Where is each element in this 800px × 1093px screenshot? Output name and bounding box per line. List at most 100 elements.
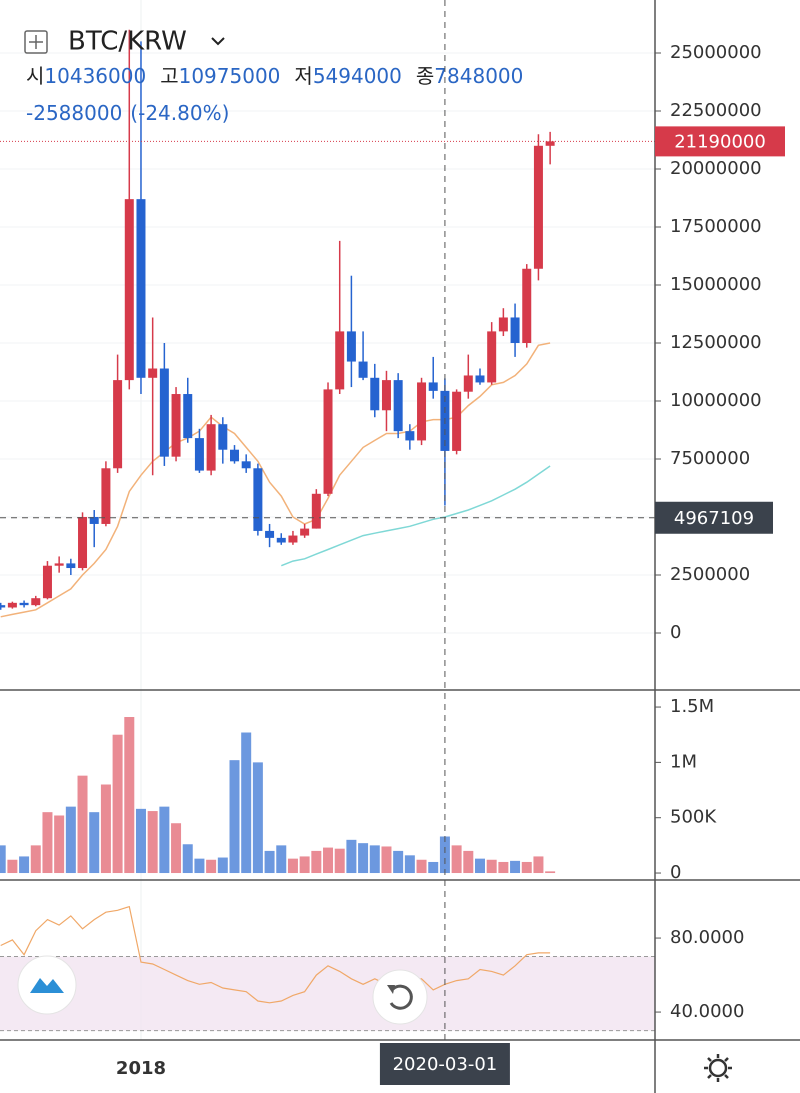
volume-bar (112, 734, 123, 874)
candle-body (230, 449, 239, 462)
last-price-label: 21190000 (674, 131, 766, 152)
candle-body (393, 380, 403, 432)
volume-bar (252, 762, 263, 874)
candle-body (206, 424, 216, 471)
volume-bar (77, 775, 88, 874)
crosshair-y-box (655, 501, 773, 534)
candle-body (124, 199, 134, 381)
settings-icon[interactable] (708, 1058, 728, 1078)
candle-body (101, 468, 111, 524)
candle-body (7, 602, 17, 608)
y-tick-label: 1M (670, 751, 697, 772)
volume-bar (474, 858, 485, 874)
volume-bar (30, 845, 41, 874)
volume-bar (451, 845, 462, 874)
volume-bar (346, 839, 357, 874)
y-tick-label: 12500000 (670, 332, 762, 353)
volume-bar (171, 823, 182, 874)
volume-bar (19, 856, 30, 874)
volume-bar (533, 856, 544, 874)
ohlc-label: 고 (160, 64, 178, 88)
crosshair-x-label: 2020-03-01 (393, 1054, 498, 1075)
symbol-title[interactable]: BTC/KRW (68, 27, 187, 57)
y-tick-label: 10000000 (670, 390, 762, 411)
volume-bar (100, 784, 111, 874)
candle-body (136, 199, 146, 378)
volume-bar (369, 845, 380, 874)
y-tick-label: 0 (670, 622, 681, 643)
candle-body (417, 382, 427, 441)
volume-bar (7, 859, 18, 874)
volume-bar (393, 850, 404, 874)
candle-body (405, 431, 415, 441)
candle-body (510, 317, 520, 343)
reset-button[interactable] (372, 969, 428, 1025)
rsi-band (0, 956, 655, 1031)
settings-icon-teeth (704, 1054, 732, 1082)
candle-body (66, 563, 76, 569)
candle-body (545, 141, 555, 146)
y-tick-label: 0 (670, 862, 681, 883)
volume-bar (416, 859, 427, 874)
volume-bar (323, 847, 334, 874)
candle-body (89, 516, 99, 524)
y-tick-label: 2500000 (670, 564, 750, 585)
volume-bar (276, 845, 287, 874)
dropdown-chevron[interactable] (211, 37, 225, 46)
volume-bar (159, 806, 170, 874)
app-button[interactable] (17, 955, 77, 1015)
candle-body (253, 468, 263, 531)
volume-bar (229, 760, 240, 874)
volume-bar (65, 806, 76, 874)
volume-bar (135, 808, 146, 874)
candle-body (311, 493, 321, 529)
volume-bar (498, 861, 509, 874)
last-price-box (655, 126, 785, 157)
volume-bar (358, 843, 369, 874)
ohlc-label: 종 (416, 64, 434, 88)
candle-body (0, 605, 6, 608)
volume-bar (521, 861, 532, 874)
volume-bar (381, 846, 392, 874)
y-tick-label: 1.5M (670, 696, 714, 717)
candle-body (428, 382, 438, 391)
candle-body (346, 331, 356, 362)
candle-body (276, 537, 286, 543)
ohlc-label: 시 (26, 64, 44, 88)
candle-body (323, 389, 333, 494)
volume-bar (54, 815, 65, 874)
candle-body (463, 375, 473, 392)
candle-body (159, 368, 169, 457)
candle-body (171, 394, 181, 457)
candle-body (533, 145, 543, 269)
volume-bar (545, 871, 556, 874)
y-tick-label: 15000000 (670, 274, 762, 295)
candle-body (381, 380, 391, 411)
reset-icon (389, 984, 413, 1010)
volume-bar (264, 850, 275, 874)
candle-body (522, 268, 532, 343)
moving-average-line (281, 465, 551, 567)
rsi-line (0, 905, 551, 1004)
ohlc-label: 저 (294, 64, 312, 88)
add-symbol-icon[interactable] (24, 30, 48, 54)
volume-bar (439, 836, 450, 874)
candle-body (194, 438, 204, 471)
candle-body (19, 602, 29, 606)
change-row: -2588000 (-24.80%) (26, 101, 229, 125)
change-percent: (-24.80%) (130, 101, 229, 125)
y-tick-label: 80.0000 (670, 927, 744, 948)
volume-bar (147, 811, 158, 874)
volume-bar (194, 858, 205, 874)
ohlc-row: 시10436000 고10975000 저5494000 종7848000 (26, 64, 523, 88)
candle-body (300, 528, 310, 536)
candle-body (78, 516, 88, 569)
candle-body (183, 394, 193, 439)
volume-bar (311, 850, 322, 874)
candle-body (31, 598, 41, 606)
volume-bar (287, 858, 298, 874)
volume-bar (299, 856, 310, 874)
x-tick-label: 2018 (116, 1058, 166, 1079)
